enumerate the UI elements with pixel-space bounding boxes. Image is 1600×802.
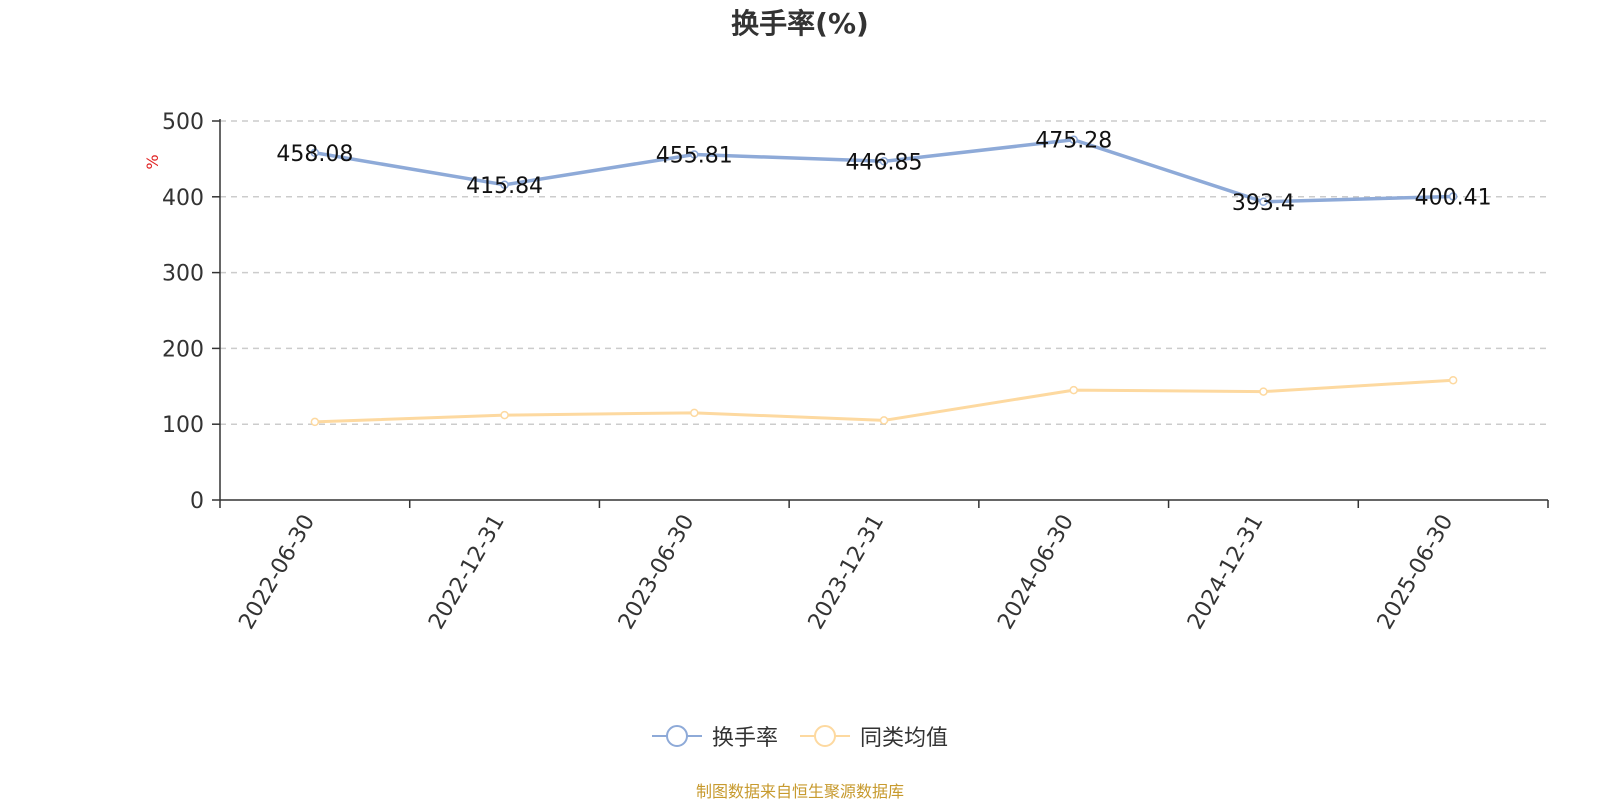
data-label: 458.08 bbox=[276, 142, 353, 167]
x-tick-label: 2024-12-31 bbox=[1183, 511, 1269, 634]
series-line-peer-average bbox=[314, 378, 1454, 424]
data-label: 446.85 bbox=[846, 150, 923, 175]
data-label: 393.4 bbox=[1232, 191, 1295, 216]
data-point bbox=[1069, 385, 1078, 395]
x-tick-label: 2023-06-30 bbox=[614, 511, 700, 634]
data-point bbox=[310, 417, 320, 427]
x-tick-label: 2025-06-30 bbox=[1373, 511, 1459, 634]
x-tick-label: 2024-06-30 bbox=[993, 511, 1079, 634]
legend-label-peer-average: 同类均值 bbox=[860, 726, 949, 751]
data-point bbox=[879, 157, 889, 166]
data-point bbox=[1448, 375, 1458, 385]
y-axis-label: % bbox=[143, 154, 162, 169]
data-point bbox=[690, 408, 699, 418]
data-point bbox=[500, 180, 509, 190]
data-label: 400.41 bbox=[1415, 185, 1492, 210]
data-point bbox=[690, 150, 699, 159]
source-note: 制图数据来自恒生聚源数据库 bbox=[695, 782, 904, 801]
data-label: 455.81 bbox=[656, 143, 733, 168]
legend-marker-peer-average-icon bbox=[800, 725, 850, 747]
data-point bbox=[1069, 135, 1078, 144]
data-label: 475.28 bbox=[1035, 129, 1112, 154]
y-tick-label: 400 bbox=[162, 186, 204, 211]
legend-item-turnover[interactable]: 换手率 bbox=[651, 720, 778, 752]
legend: 换手率 同类均值 bbox=[0, 720, 1600, 752]
line-chart: 0 100 200 300 400 500% 2022-06-30 2022-12-31 202… bbox=[143, 110, 1549, 634]
y-tick-label: 200 bbox=[162, 337, 204, 362]
data-point bbox=[1259, 197, 1268, 207]
data-point bbox=[1259, 387, 1268, 396]
data-point bbox=[500, 410, 509, 420]
legend-marker-turnover-icon bbox=[651, 725, 702, 747]
y-tick-label: 300 bbox=[162, 262, 204, 287]
data-point bbox=[1448, 192, 1458, 201]
legend-label-turnover: 换手率 bbox=[711, 726, 778, 751]
y-tick-label: 100 bbox=[162, 413, 204, 438]
x-tick-label: 2022-06-30 bbox=[234, 511, 320, 634]
legend-item-peer-average[interactable]: 同类均值 bbox=[800, 720, 948, 752]
y-tick-label: 500 bbox=[162, 110, 204, 135]
data-point bbox=[879, 416, 889, 425]
data-label: 415.84 bbox=[466, 174, 543, 199]
chart-title: 换手率(%) bbox=[731, 7, 869, 40]
y-tick-label: 0 bbox=[190, 489, 204, 514]
x-tick-label: 2022-12-31 bbox=[424, 510, 510, 633]
x-tick-label: 2023-12-31 bbox=[804, 511, 890, 634]
data-point bbox=[310, 148, 320, 158]
